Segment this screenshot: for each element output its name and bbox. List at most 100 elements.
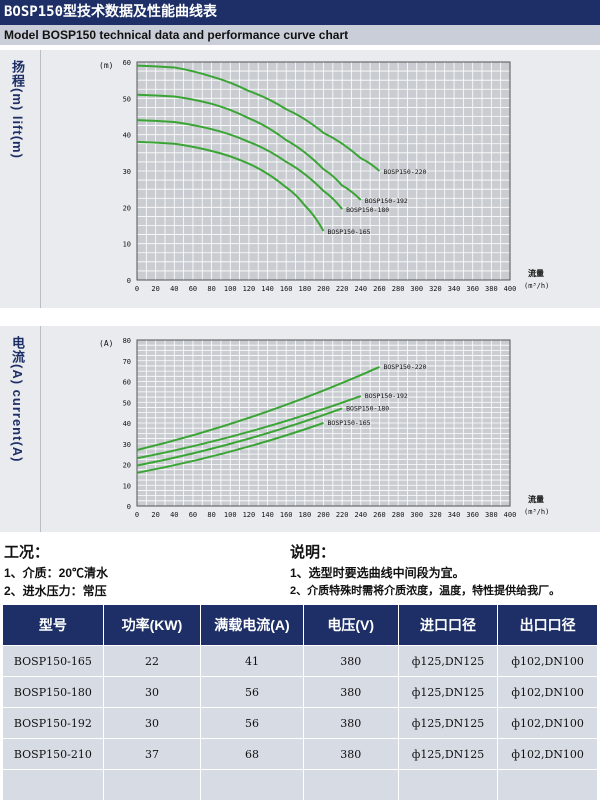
x-tick-label: 280 xyxy=(392,511,405,519)
series-label: BOSP150-192 xyxy=(365,197,408,205)
x-tick-label: 320 xyxy=(429,511,442,519)
instruction-line: 2、介质特殊时需将介质浓度，温度，特性提供给我厂。 xyxy=(290,585,561,597)
x-axis-unit: (m³/h) xyxy=(524,282,549,290)
col-inlet-header: 进口口径 xyxy=(397,604,499,646)
working-conditions: 工况： 1、介质：20℃清水 2、进水压力：常压 xyxy=(4,541,304,600)
cell-inlet: ф125,DN125 xyxy=(397,738,499,770)
x-tick-label: 20 xyxy=(151,511,159,519)
y-tick-label: 30 xyxy=(123,441,131,449)
y-tick-label: 20 xyxy=(123,462,131,470)
x-tick-label: 180 xyxy=(299,285,312,293)
col-outlet-header: 出口口径 xyxy=(497,604,598,646)
cell-model xyxy=(2,769,104,801)
cell-voltage xyxy=(302,769,399,801)
col-current-header: 满载电流(A) xyxy=(200,604,304,646)
current-axis-label: 电流(A) current(A) xyxy=(10,336,25,463)
cell-inlet xyxy=(397,769,499,801)
head-axis-side: 扬程(m) lift(m) xyxy=(0,50,41,308)
y-tick-label: 10 xyxy=(123,482,131,490)
y-tick-label: 30 xyxy=(123,168,131,176)
y-tick-label: 60 xyxy=(123,59,131,67)
cell-current: 56 xyxy=(200,676,304,708)
x-tick-label: 200 xyxy=(317,285,330,293)
cell-voltage: 380 xyxy=(302,676,399,708)
series-line xyxy=(136,422,324,474)
x-tick-label: 100 xyxy=(224,285,237,293)
x-tick-label: 240 xyxy=(354,511,367,519)
x-tick-label: 180 xyxy=(299,511,312,519)
head-axis-label: 扬程(m) lift(m) xyxy=(10,60,25,159)
y-tick-label: 40 xyxy=(123,420,131,428)
x-tick-label: 220 xyxy=(336,285,349,293)
plot-frame xyxy=(136,61,511,281)
cell-voltage: 380 xyxy=(302,707,399,739)
x-axis-label: 流量 xyxy=(528,268,544,278)
x-tick-label: 40 xyxy=(170,285,178,293)
x-tick-label: 340 xyxy=(448,285,461,293)
cell-model: BOSP150-165 xyxy=(2,645,104,677)
cell-current xyxy=(200,769,304,801)
x-tick-label: 340 xyxy=(448,511,461,519)
x-tick-label: 160 xyxy=(280,511,293,519)
table-row: BOSP150-165 22 41 380 ф125,DN125 ф102,DN… xyxy=(2,645,598,677)
spec-table-header-row: 型号 功率(KW) 满载电流(A) 电压(V) 进口口径 出口口径 xyxy=(2,604,598,646)
x-tick-label: 260 xyxy=(373,511,386,519)
cell-voltage: 380 xyxy=(302,738,399,770)
cell-outlet: ф102,DN100 xyxy=(497,676,598,708)
series-line xyxy=(136,93,362,201)
x-tick-label: 360 xyxy=(466,285,479,293)
x-tick-label: 300 xyxy=(410,285,423,293)
cell-voltage: 380 xyxy=(302,645,399,677)
x-tick-label: 140 xyxy=(261,285,274,293)
y-tick-label: 60 xyxy=(123,379,131,387)
y-tick-label: 10 xyxy=(123,241,131,249)
x-tick-label: 260 xyxy=(373,285,386,293)
table-row: BOSP150-192 30 56 380 ф125,DN125 ф102,DN… xyxy=(2,707,598,739)
cell-power xyxy=(102,769,202,801)
cell-model: BOSP150-180 xyxy=(2,676,104,708)
series-label: BOSP150-165 xyxy=(328,228,371,236)
series-line xyxy=(136,407,343,467)
instructions: 说明： 1、选型时要选曲线中间段为宜。 2、介质特殊时需将介质浓度，温度，特性提… xyxy=(290,541,600,599)
plot-frame xyxy=(136,339,511,507)
y-unit-label: (m) xyxy=(99,61,113,70)
instruction-line: 1、选型时要选曲线中间段为宜。 xyxy=(290,566,465,580)
x-tick-label: 80 xyxy=(207,511,215,519)
x-tick-label: 400 xyxy=(504,511,517,519)
cell-power: 22 xyxy=(102,645,202,677)
current-chart: 0 20 40 60 80 100 120 140 160 180 200 220 240 260 280 3… xyxy=(99,337,549,519)
x-tick-label: 60 xyxy=(189,511,197,519)
x-tick-label: 380 xyxy=(485,285,498,293)
page-subtitle: Model BOSP150 technical data and perform… xyxy=(0,25,600,45)
series-line xyxy=(136,140,325,232)
series-line xyxy=(136,366,380,451)
x-tick-label: 320 xyxy=(429,285,442,293)
instructions-heading: 说明： xyxy=(290,544,336,561)
x-tick-label: 60 xyxy=(189,285,197,293)
spec-table: 型号 功率(KW) 满载电流(A) 电压(V) 进口口径 出口口径 BOSP15… xyxy=(2,604,598,801)
x-tick-label: 20 xyxy=(151,285,159,293)
series-line xyxy=(136,119,343,210)
col-voltage-header: 电压(V) xyxy=(302,604,399,646)
x-tick-label: 200 xyxy=(317,511,330,519)
series-line xyxy=(136,395,362,460)
x-tick-label: 240 xyxy=(354,285,367,293)
x-tick-label: 280 xyxy=(392,285,405,293)
cell-inlet: ф125,DN125 xyxy=(397,676,499,708)
x-tick-label: 40 xyxy=(170,511,178,519)
series-label: BOSP150-220 xyxy=(383,168,426,176)
cell-model: BOSP150-192 xyxy=(2,707,104,739)
x-axis-label: 流量 xyxy=(528,494,544,504)
x-tick-label: 120 xyxy=(243,285,256,293)
series-line xyxy=(136,64,381,172)
x-tick-label: 120 xyxy=(243,511,256,519)
cell-current: 56 xyxy=(200,707,304,739)
cell-inlet: ф125,DN125 xyxy=(397,645,499,677)
x-tick-label: 140 xyxy=(261,511,274,519)
y-tick-label: 70 xyxy=(123,358,131,366)
x-tick-label: 220 xyxy=(336,511,349,519)
cell-outlet: ф102,DN100 xyxy=(497,707,598,739)
head-chart: 0 20 40 60 80 100 120 140 160 180 200 220 240 260 280 3… xyxy=(99,59,549,293)
y-tick-label: 50 xyxy=(123,95,131,103)
cell-inlet: ф125,DN125 xyxy=(397,707,499,739)
